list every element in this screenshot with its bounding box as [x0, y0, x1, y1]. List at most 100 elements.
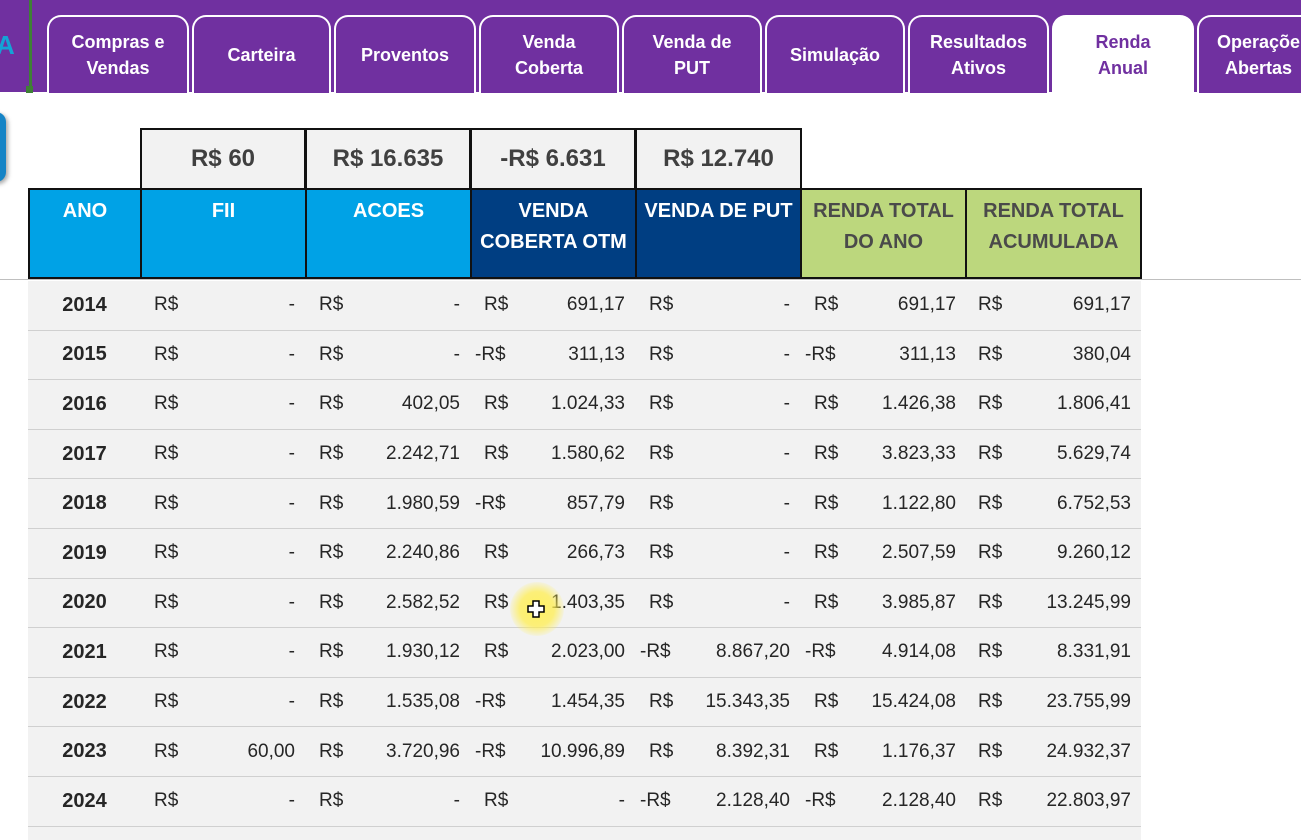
- rta-currency-cell[interactable]: R$: [814, 393, 839, 415]
- put-currency-cell[interactable]: R$: [649, 294, 674, 316]
- vc-amount-cell[interactable]: 1.580,62: [551, 443, 625, 465]
- year-cell[interactable]: 2016: [62, 392, 107, 415]
- put-currency-cell[interactable]: R$: [649, 542, 674, 564]
- vc-currency-cell[interactable]: R$: [484, 393, 509, 415]
- rta-currency-cell[interactable]: R$: [814, 542, 839, 564]
- rtac-currency-cell[interactable]: R$: [978, 343, 1003, 365]
- acoes-amount-cell[interactable]: 3.720,96: [386, 740, 460, 762]
- fii-currency-cell[interactable]: R$: [154, 691, 179, 713]
- put-currency-cell[interactable]: -R$: [640, 641, 671, 663]
- fii-currency-cell[interactable]: R$: [154, 790, 179, 812]
- tab-carteira[interactable]: Carteira: [192, 15, 331, 93]
- put-currency-cell[interactable]: R$: [649, 492, 674, 514]
- acoes-currency-cell[interactable]: R$: [319, 294, 344, 316]
- year-cell[interactable]: 2022: [62, 690, 107, 713]
- rtac-amount-cell[interactable]: 22.803,97: [1046, 790, 1131, 812]
- fii-amount-cell[interactable]: -: [288, 294, 295, 316]
- fii-currency-cell[interactable]: R$: [154, 294, 179, 316]
- acoes-amount-cell[interactable]: 402,05: [401, 393, 460, 415]
- rta-amount-cell[interactable]: 15.424,08: [871, 691, 956, 713]
- fii-amount-cell[interactable]: -: [288, 343, 295, 365]
- year-cell[interactable]: 2014: [62, 293, 107, 316]
- put-amount-cell[interactable]: 8.392,31: [716, 740, 790, 762]
- rtac-amount-cell[interactable]: 1.806,41: [1057, 393, 1131, 415]
- rta-currency-cell[interactable]: R$: [814, 294, 839, 316]
- acoes-amount-cell[interactable]: -: [453, 790, 460, 812]
- put-currency-cell[interactable]: -R$: [640, 790, 671, 812]
- put-amount-cell[interactable]: -: [783, 343, 790, 365]
- fii-amount-cell[interactable]: -: [288, 492, 295, 514]
- rta-currency-cell[interactable]: -R$: [805, 790, 836, 812]
- tab-venda-de-put[interactable]: Venda de PUT: [622, 15, 762, 93]
- table-row[interactable]: 2014 R$ - R$ - R$ 691,17 R$ - R$ 691,17 R$ 691,17: [28, 281, 1141, 331]
- acoes-currency-cell[interactable]: R$: [319, 740, 344, 762]
- vc-currency-cell[interactable]: -R$: [475, 740, 506, 762]
- table-row[interactable]: 2024 R$ - R$ - R$ - -R$ 2.128,40 -R$ 2.128,40 R$ 22.…: [28, 776, 1141, 827]
- fii-currency-cell[interactable]: R$: [154, 740, 179, 762]
- acoes-amount-cell[interactable]: -: [453, 343, 460, 365]
- rtac-amount-cell[interactable]: 23.755,99: [1046, 691, 1131, 713]
- put-currency-cell[interactable]: R$: [649, 691, 674, 713]
- acoes-amount-cell[interactable]: 2.242,71: [386, 443, 460, 465]
- fii-currency-cell[interactable]: R$: [154, 443, 179, 465]
- acoes-currency-cell[interactable]: R$: [319, 591, 344, 613]
- logo[interactable]: A: [0, 0, 32, 92]
- year-cell[interactable]: 2019: [62, 541, 107, 564]
- year-cell[interactable]: 2015: [62, 343, 107, 366]
- rtac-amount-cell[interactable]: 380,04: [1072, 343, 1131, 365]
- rtac-currency-cell[interactable]: R$: [978, 641, 1003, 663]
- acoes-currency-cell[interactable]: R$: [319, 393, 344, 415]
- rta-currency-cell[interactable]: R$: [814, 492, 839, 514]
- rtac-amount-cell[interactable]: 8.331,91: [1057, 641, 1131, 663]
- rta-amount-cell[interactable]: 4.914,08: [882, 641, 956, 663]
- table-row[interactable]: 2020 R$ - R$ 2.582,52 R$ 1.403,35 R$ - R$ 3.985,87…: [28, 578, 1141, 629]
- fii-currency-cell[interactable]: R$: [154, 393, 179, 415]
- acoes-currency-cell[interactable]: R$: [319, 542, 344, 564]
- put-currency-cell[interactable]: R$: [649, 443, 674, 465]
- put-amount-cell[interactable]: -: [783, 443, 790, 465]
- rtac-amount-cell[interactable]: 13.245,99: [1046, 591, 1131, 613]
- put-currency-cell[interactable]: R$: [649, 343, 674, 365]
- vc-amount-cell[interactable]: 10.996,89: [540, 740, 625, 762]
- acoes-amount-cell[interactable]: 1.930,12: [386, 641, 460, 663]
- vc-amount-cell[interactable]: -: [618, 790, 625, 812]
- rta-amount-cell[interactable]: 1.122,80: [882, 492, 956, 514]
- vc-amount-cell[interactable]: 266,73: [566, 542, 625, 564]
- rta-amount-cell[interactable]: 2.507,59: [882, 542, 956, 564]
- put-currency-cell[interactable]: R$: [649, 591, 674, 613]
- table-row[interactable]: 2022 R$ - R$ 1.535,08 -R$ 1.454,35 R$ 15.343,35 R…: [28, 677, 1141, 728]
- vc-currency-cell[interactable]: R$: [484, 294, 509, 316]
- put-amount-cell[interactable]: -: [783, 294, 790, 316]
- rta-currency-cell[interactable]: R$: [814, 740, 839, 762]
- fii-currency-cell[interactable]: R$: [154, 343, 179, 365]
- rtac-currency-cell[interactable]: R$: [978, 740, 1003, 762]
- fii-amount-cell[interactable]: -: [288, 443, 295, 465]
- rta-currency-cell[interactable]: R$: [814, 443, 839, 465]
- acoes-amount-cell[interactable]: 1.535,08: [386, 691, 460, 713]
- acoes-currency-cell[interactable]: R$: [319, 343, 344, 365]
- fii-amount-cell[interactable]: 60,00: [247, 740, 295, 762]
- acoes-currency-cell[interactable]: R$: [319, 691, 344, 713]
- tab-proventos[interactable]: Proventos: [334, 15, 476, 93]
- year-cell[interactable]: 2023: [62, 740, 107, 763]
- acoes-amount-cell[interactable]: 2.240,86: [386, 542, 460, 564]
- acoes-currency-cell[interactable]: R$: [319, 492, 344, 514]
- vc-currency-cell[interactable]: -R$: [475, 691, 506, 713]
- tab-renda-anual[interactable]: Renda Anual: [1052, 15, 1194, 93]
- table-row-empty[interactable]: [28, 826, 1141, 840]
- year-cell[interactable]: 2024: [62, 789, 107, 812]
- side-panel-button[interactable]: [0, 112, 6, 182]
- tab-simulacao[interactable]: Simulação: [765, 15, 905, 93]
- fii-amount-cell[interactable]: -: [288, 393, 295, 415]
- fii-amount-cell[interactable]: -: [288, 591, 295, 613]
- vc-amount-cell[interactable]: 1.403,35: [551, 591, 625, 613]
- fii-currency-cell[interactable]: R$: [154, 542, 179, 564]
- rta-amount-cell[interactable]: 1.176,37: [882, 740, 956, 762]
- rta-currency-cell[interactable]: -R$: [805, 641, 836, 663]
- acoes-amount-cell[interactable]: -: [453, 294, 460, 316]
- rta-currency-cell[interactable]: R$: [814, 691, 839, 713]
- year-cell[interactable]: 2020: [62, 591, 107, 614]
- rta-amount-cell[interactable]: 311,13: [899, 343, 956, 365]
- fii-currency-cell[interactable]: R$: [154, 641, 179, 663]
- rtac-currency-cell[interactable]: R$: [978, 294, 1003, 316]
